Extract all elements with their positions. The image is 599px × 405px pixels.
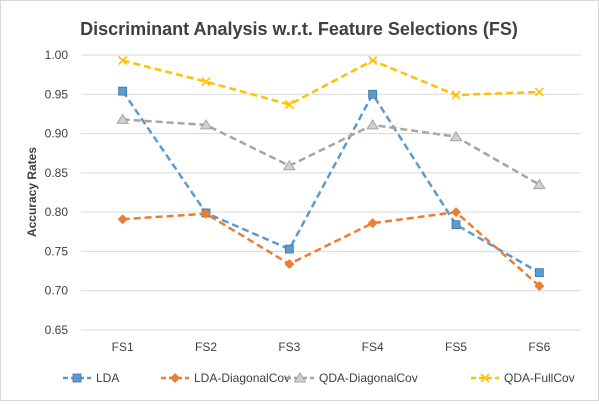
data-point: [534, 268, 544, 278]
legend-item: LDA: [63, 371, 119, 385]
series-qda-diagonalcov: [116, 113, 546, 190]
series-line: [122, 59, 540, 106]
data-point: [451, 220, 461, 230]
data-point: [368, 55, 378, 66]
data-point: [534, 87, 544, 97]
legend-marker: [480, 373, 490, 383]
data-point: [118, 55, 128, 66]
y-tick-label: 0.90: [45, 127, 69, 141]
y-tick-label: 0.75: [45, 244, 69, 258]
data-point: [449, 130, 463, 142]
x-tick-label: FS3: [278, 340, 300, 354]
y-tick-label: 1.00: [45, 48, 69, 62]
series-qda-fullcov: [118, 55, 544, 110]
data-point: [366, 118, 380, 130]
data-point: [201, 208, 211, 219]
data-point: [284, 99, 294, 110]
x-tick-label: FS4: [362, 340, 384, 354]
x-tick-label: FS1: [112, 340, 134, 354]
data-point: [117, 214, 128, 225]
series-line: [122, 118, 540, 186]
gridlines: [81, 54, 581, 331]
y-tick-label: 0.85: [45, 166, 69, 180]
y-tick-label: 0.65: [45, 323, 69, 337]
data-point: [284, 244, 294, 254]
x-axis-ticks: FS1 FS2 FS3 FS4 FS5 FS6: [112, 340, 551, 354]
data-point: [534, 281, 545, 291]
x-tick-label: FS6: [528, 340, 550, 354]
y-axis-ticks: 0.65 0.70 0.75 0.80 0.85 0.90 0.95 1.00: [45, 48, 69, 337]
data-point: [284, 259, 295, 269]
data-point: [201, 77, 211, 87]
chart-title: Discriminant Analysis w.r.t. Feature Sel…: [80, 19, 518, 39]
data-point: [451, 90, 461, 100]
legend-item: LDA-DiagonalCov: [161, 371, 290, 385]
series-lda: [118, 86, 544, 278]
legend-label: LDA: [96, 371, 119, 385]
data-point: [199, 118, 213, 130]
legend-label: QDA-FullCov: [504, 371, 575, 385]
series-line: [122, 210, 541, 287]
data-point: [451, 207, 461, 218]
x-tick-label: FS5: [445, 340, 467, 354]
x-tick-label: FS2: [195, 340, 217, 354]
data-point: [368, 89, 378, 99]
y-axis-label: Accuracy Rates: [25, 147, 39, 237]
legend-label: LDA-DiagonalCov: [194, 371, 290, 385]
legend-item: QDA-FullCov: [471, 371, 575, 385]
data-point: [118, 86, 128, 96]
legend-label: QDA-DiagonalCov: [319, 371, 418, 385]
data-point: [367, 218, 378, 229]
data-point: [532, 178, 546, 190]
legend-marker: [72, 373, 82, 383]
legend-marker: [293, 372, 307, 383]
series-layer: [116, 55, 546, 291]
data-point: [116, 113, 130, 124]
legend: LDA LDA-DiagonalCov QDA-DiagonalCov QDA-Ful…: [63, 371, 575, 385]
series-line: [121, 90, 540, 274]
series-lda-diagonalcov: [117, 207, 545, 291]
data-point: [282, 159, 296, 171]
y-tick-label: 0.95: [45, 87, 69, 101]
legend-item: QDA-DiagonalCov: [286, 371, 418, 385]
y-tick-label: 0.80: [45, 205, 69, 219]
y-tick-label: 0.70: [45, 284, 69, 298]
legend-marker: [170, 373, 180, 383]
